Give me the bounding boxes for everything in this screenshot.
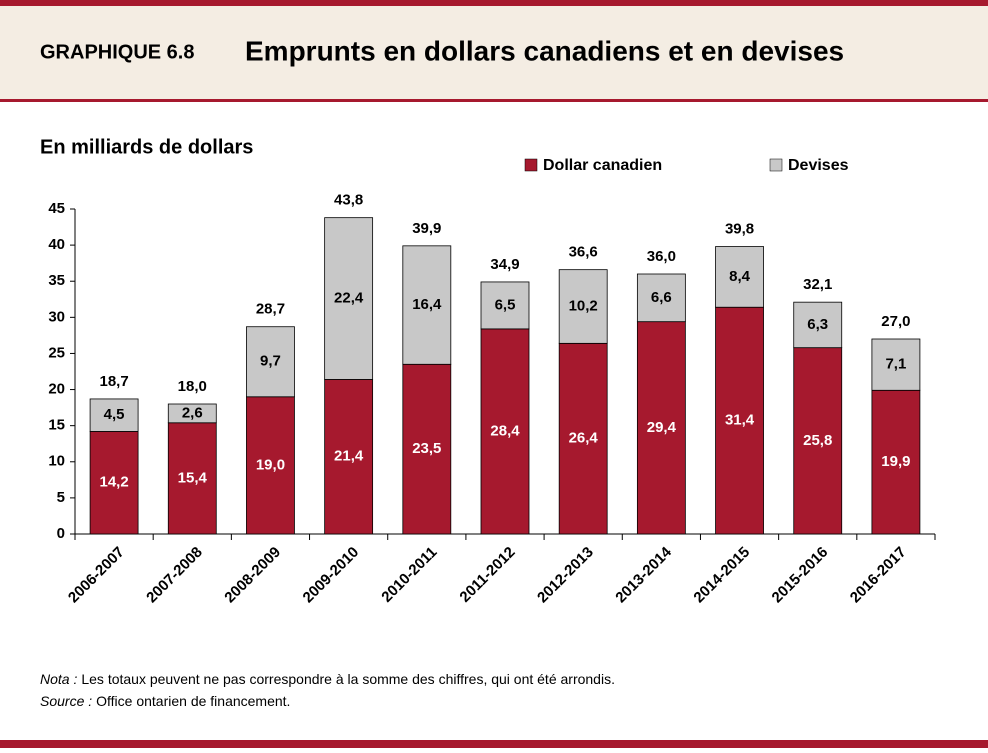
footer-rule [0, 740, 988, 748]
header-band [0, 0, 988, 101]
value-label: 7,1 [885, 356, 906, 373]
bar-segment [636, 321, 686, 535]
value-label: 26,4 [569, 430, 599, 447]
bar-segment [558, 342, 608, 535]
bar-segment [793, 301, 843, 349]
bar-segment [167, 422, 217, 535]
value-label: 21,4 [334, 448, 364, 465]
header-top-rule [0, 0, 988, 6]
bar-segment [715, 306, 764, 535]
total-label: 39,8 [725, 221, 754, 238]
bar-segment [89, 398, 139, 432]
bar-segment [871, 338, 921, 391]
value-label: 8,4 [729, 268, 751, 285]
bar-segment [89, 431, 139, 535]
bar-segment [167, 403, 217, 424]
bar-segment [636, 273, 686, 323]
y-tick-label: 45 [48, 200, 65, 217]
header-bottom-rule [0, 99, 988, 102]
y-tick-label: 30 [48, 308, 65, 325]
y-tick-label: 40 [48, 236, 65, 253]
value-label: 9,7 [260, 353, 281, 370]
total-label: 43,8 [334, 192, 363, 209]
value-label: 15,4 [178, 469, 208, 486]
total-label: 39,9 [412, 220, 441, 237]
source: Source : Office ontarien de financement. [40, 693, 290, 709]
legend-label: Dollar canadien [543, 157, 662, 174]
total-label: 18,0 [178, 378, 207, 395]
value-label: 2,6 [182, 404, 203, 421]
value-label: 6,6 [651, 289, 672, 306]
bar-segment [715, 246, 764, 308]
bar-segment [324, 217, 374, 380]
total-label: 27,0 [881, 313, 910, 330]
y-tick-label: 5 [57, 489, 65, 506]
total-label: 36,0 [647, 248, 676, 265]
total-label: 34,9 [490, 256, 519, 273]
bar-segment [871, 389, 921, 535]
value-label: 28,4 [490, 422, 520, 439]
total-label: 36,6 [569, 244, 598, 261]
bar-segment [246, 326, 295, 398]
bar-segment [480, 328, 530, 535]
value-label: 22,4 [334, 290, 364, 307]
value-label: 29,4 [647, 419, 677, 436]
value-label: 6,5 [495, 296, 516, 313]
value-label: 19,0 [256, 456, 285, 473]
bar-segment [402, 363, 452, 535]
value-label: 31,4 [725, 412, 755, 429]
value-label: 6,3 [807, 316, 828, 333]
header-title: Emprunts en dollars canadiens et en devi… [245, 35, 844, 66]
value-label: 16,4 [412, 296, 442, 313]
y-tick-label: 15 [48, 417, 65, 434]
source-text: Office ontarien de financement. [96, 693, 290, 709]
total-label: 18,7 [99, 373, 128, 390]
y-tick-label: 0 [57, 525, 65, 542]
legend-label: Devises [788, 157, 849, 174]
y-tick-label: 35 [48, 272, 65, 289]
legend-swatch [769, 158, 783, 172]
value-label: 25,8 [803, 432, 832, 449]
bar-segment [324, 379, 374, 535]
value-label: 23,5 [412, 440, 441, 457]
source-label: Source : [40, 693, 92, 709]
y-tick-label: 10 [48, 453, 65, 470]
bar-segment [793, 347, 843, 535]
bar-segment [480, 281, 530, 330]
y-tick-label: 25 [48, 344, 65, 361]
note-text: Les totaux peuvent ne pas correspondre à… [81, 671, 615, 687]
value-label: 19,9 [881, 453, 910, 470]
y-tick-label: 20 [48, 381, 65, 398]
y-axis-label: En milliards de dollars [40, 136, 253, 158]
bar-segment [402, 245, 452, 365]
total-label: 28,7 [256, 301, 285, 318]
value-label: 10,2 [569, 297, 598, 314]
bar-segment [246, 396, 295, 535]
value-label: 4,5 [104, 406, 125, 423]
note: Nota : Les totaux peuvent ne pas correspo… [40, 671, 615, 687]
value-label: 14,2 [99, 474, 128, 491]
note-label: Nota : [40, 671, 77, 687]
legend-swatch [524, 158, 538, 172]
bar-segment [558, 269, 608, 344]
total-label: 32,1 [803, 276, 832, 293]
header-label: GRAPHIQUE 6.8 [40, 41, 194, 63]
